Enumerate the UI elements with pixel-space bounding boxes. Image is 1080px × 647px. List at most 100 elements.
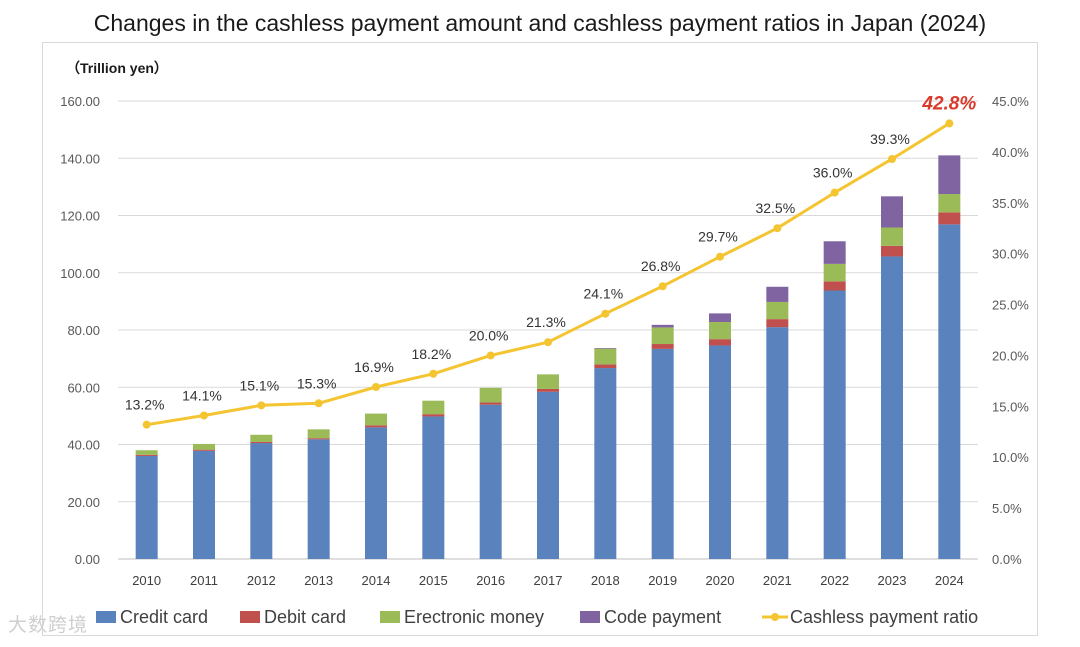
bar-debit-card (709, 339, 731, 346)
x-tick-label: 2020 (706, 573, 735, 588)
bar-debit-card (193, 449, 215, 451)
ratio-data-label: 39.3% (870, 131, 910, 147)
bar-credit-card (823, 290, 846, 559)
bar-erectronic-money (422, 400, 445, 415)
bar-debit-card (135, 454, 158, 456)
ratio-data-label: 15.3% (297, 375, 337, 391)
bar-credit-card (193, 450, 215, 559)
bar-code-payment (881, 196, 903, 228)
ratio-data-label: 18.2% (411, 346, 451, 362)
bar-credit-card (422, 416, 445, 559)
ratio-point (945, 119, 954, 128)
chart-frame (42, 42, 1038, 636)
bar-credit-card (307, 439, 330, 559)
bar-erectronic-money (938, 194, 961, 213)
x-tick-label: 2019 (648, 573, 677, 588)
bar-credit-card (135, 455, 158, 559)
legend-label: Debit card (264, 607, 346, 627)
bar-erectronic-money (823, 263, 846, 282)
y-right-tick-label: 35.0% (992, 196, 1029, 211)
bar-erectronic-money (537, 374, 559, 389)
legend-label: Credit card (120, 607, 208, 627)
bar-debit-card (594, 364, 617, 369)
x-tick-label: 2011 (190, 573, 218, 588)
legend-swatch (96, 611, 116, 623)
x-tick-label: 2016 (476, 573, 505, 588)
y-right-tick-label: 0.0% (992, 552, 1022, 567)
y-right-tick-label: 10.0% (992, 450, 1029, 465)
ratio-point (314, 399, 323, 408)
bar-debit-card (881, 245, 903, 257)
bar-erectronic-money (135, 450, 158, 455)
ratio-point (486, 351, 495, 360)
bar-debit-card (823, 281, 846, 291)
x-tick-label: 2023 (878, 573, 907, 588)
ratio-point (142, 420, 151, 429)
y-left-tick-label: 100.00 (60, 266, 100, 281)
bar-debit-card (537, 388, 559, 392)
y-right-tick-label: 40.0% (992, 145, 1029, 160)
y-left-tick-label: 40.00 (67, 438, 100, 453)
y-right-tick-label: 30.0% (992, 247, 1029, 262)
bar-erectronic-money (766, 301, 789, 320)
bar-debit-card (422, 414, 445, 417)
watermark-logo: 大数跨境 (8, 615, 89, 636)
bar-credit-card (250, 443, 273, 559)
ratio-data-label: 26.8% (641, 258, 681, 274)
ratio-point (601, 309, 610, 318)
legend-label: Cashless payment ratio (790, 607, 978, 627)
ratio-data-label: 36.0% (813, 165, 853, 181)
bar-credit-card (479, 404, 502, 559)
bar-erectronic-money (479, 387, 502, 403)
x-tick-label: 2013 (304, 573, 333, 588)
bar-code-payment (651, 324, 674, 328)
x-tick-label: 2024 (935, 573, 964, 588)
legend-swatch (240, 611, 260, 623)
y-left-tick-label: 120.00 (60, 209, 100, 224)
bar-debit-card (766, 319, 789, 328)
bar-credit-card (537, 391, 559, 559)
ratio-data-label: 32.5% (755, 200, 795, 216)
bar-credit-card (651, 348, 674, 559)
y-right-tick-label: 25.0% (992, 298, 1029, 313)
bar-credit-card (594, 368, 617, 559)
bar-credit-card (709, 345, 731, 559)
ratio-point (658, 282, 667, 291)
ratio-data-label: 29.7% (698, 229, 738, 245)
legend-label: Erectronic money (404, 607, 544, 627)
ratio-point (200, 411, 208, 420)
ratio-point (888, 155, 896, 164)
bar-erectronic-money (193, 443, 215, 450)
ratio-point (716, 252, 724, 261)
bar-code-payment (938, 155, 961, 195)
x-tick-label: 2014 (362, 573, 391, 588)
legend-swatch (380, 611, 400, 623)
chart-title: Changes in the cashless payment amount a… (93, 10, 987, 36)
ratio-point (830, 188, 839, 197)
bar-credit-card (766, 327, 789, 559)
ratio-point (257, 401, 266, 410)
ratio-point (544, 338, 552, 347)
legend-line-marker (771, 613, 779, 621)
legend-swatch (580, 611, 600, 623)
bar-erectronic-money (651, 327, 674, 345)
bar-code-payment (594, 348, 617, 349)
bar-debit-card (938, 212, 961, 225)
ratio-data-label: 13.2% (125, 397, 165, 413)
ratio-point (773, 224, 782, 233)
x-tick-label: 2010 (132, 573, 161, 588)
x-tick-label: 2017 (534, 573, 563, 588)
bar-debit-card (479, 402, 502, 405)
y-left-tick-label: 140.00 (60, 151, 100, 166)
x-tick-label: 2012 (247, 573, 276, 588)
x-tick-label: 2015 (419, 573, 448, 588)
ratio-data-label: 42.8% (921, 93, 976, 114)
bar-erectronic-money (881, 227, 903, 246)
y-right-tick-label: 20.0% (992, 348, 1029, 363)
x-tick-label: 2022 (820, 573, 849, 588)
y-left-tick-label: 0.00 (75, 552, 100, 567)
ratio-point (429, 369, 438, 378)
y-right-tick-label: 45.0% (992, 94, 1029, 109)
x-tick-label: 2021 (763, 573, 792, 588)
